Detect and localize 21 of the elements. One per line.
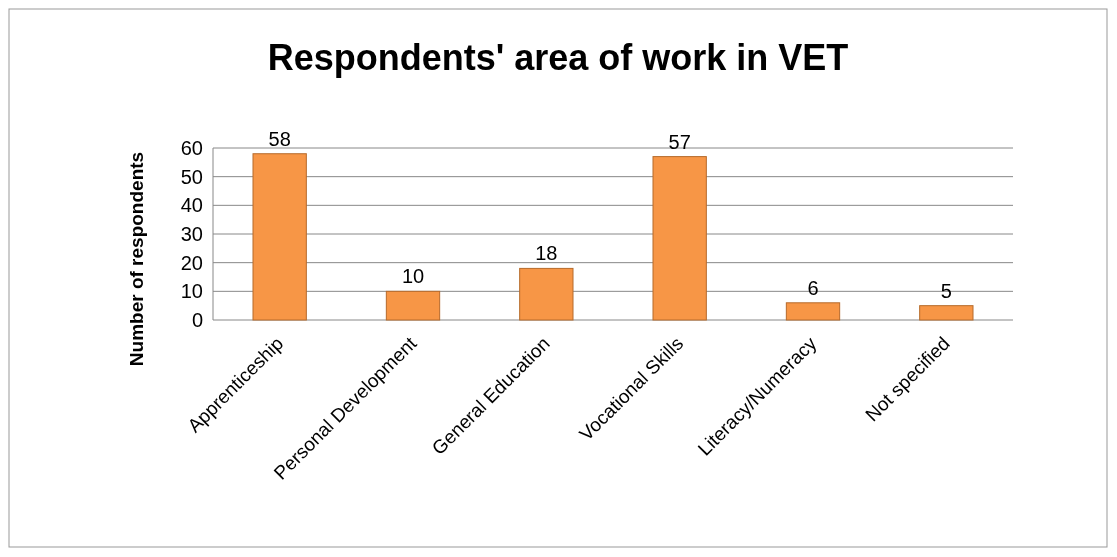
y-tick-label: 50 — [180, 165, 203, 188]
y-tick-label: 30 — [180, 223, 203, 245]
y-tick-label: 40 — [180, 194, 203, 217]
bar — [519, 267, 574, 321]
y-tick-label: 20 — [180, 251, 203, 274]
chart-title: Respondents' area of work in VET — [267, 37, 849, 78]
bar — [919, 305, 974, 321]
data-label: 10 — [401, 265, 425, 288]
y-tick-label: 60 — [180, 137, 203, 159]
data-label: 5 — [940, 279, 952, 302]
bar — [652, 156, 707, 321]
bar — [252, 153, 307, 321]
bar — [785, 302, 841, 321]
y-tick-label: 0 — [191, 309, 203, 331]
data-label: 6 — [807, 276, 819, 299]
data-label: 58 — [268, 127, 291, 150]
y-tick-label: 10 — [180, 280, 203, 303]
bar — [385, 290, 441, 321]
y-axis-title: Number of respondents — [126, 151, 147, 367]
data-label: 18 — [535, 242, 558, 265]
data-label: 57 — [668, 130, 691, 153]
